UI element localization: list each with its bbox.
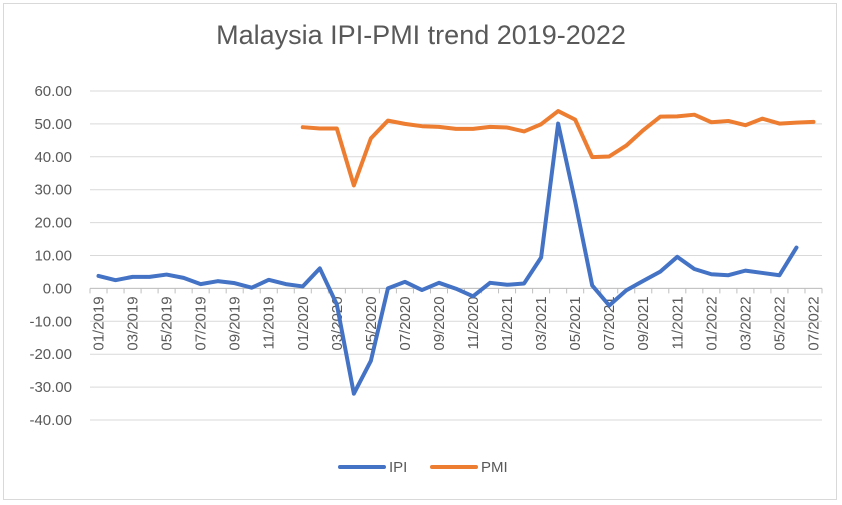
- x-tick-label: 07/2019: [193, 296, 210, 350]
- x-tick-label: 03/2022: [737, 296, 754, 350]
- x-tick-label: 03/2021: [533, 296, 550, 350]
- y-tick-label: -20.00: [29, 346, 72, 363]
- x-tick-label: 05/2022: [771, 296, 788, 350]
- x-tick-label: 01/2020: [295, 296, 312, 350]
- x-axis: 01/2019 03/2019 05/2019 07/2019 09/2019 11/20…: [89, 287, 823, 351]
- series-line-ipi: [96, 121, 799, 396]
- x-tick-label: 07/2022: [805, 296, 822, 350]
- x-tick-label: 11/2020: [465, 296, 482, 349]
- y-tick-label: 0.00: [43, 280, 72, 297]
- x-tick-label: 01/2022: [703, 296, 720, 350]
- legend: IPI PMI: [338, 459, 508, 476]
- y-tick-label: 50.00: [34, 116, 72, 133]
- legend-label-ipi: IPI: [389, 459, 407, 476]
- x-tick-label: 05/2019: [159, 296, 176, 350]
- y-tick-label: -10.00: [29, 313, 72, 330]
- x-tick-label: 01/2019: [91, 296, 108, 350]
- legend-label-pmi: PMI: [481, 459, 508, 476]
- y-tick-label: -30.00: [29, 379, 72, 396]
- x-tick-label: 09/2021: [635, 296, 652, 350]
- y-tick-label: -40.00: [29, 412, 72, 429]
- y-tick-label: 20.00: [34, 215, 72, 232]
- x-tick-label: 11/2019: [261, 296, 278, 349]
- y-tick-label: 40.00: [34, 149, 72, 166]
- x-tick-label: 11/2021: [669, 296, 686, 349]
- y-axis: 60.00 50.00 40.00 30.00 20.00 10.00 0.00 -10.00…: [29, 83, 72, 429]
- x-tick-label: 07/2021: [601, 296, 618, 350]
- y-tick-label: 60.00: [34, 83, 72, 100]
- x-tick-label: 05/2020: [363, 296, 380, 350]
- x-tick-label: 05/2021: [567, 296, 584, 350]
- x-tick-label: 07/2020: [397, 296, 414, 350]
- y-tick-label: 30.00: [34, 182, 72, 199]
- series-lines: [96, 109, 816, 396]
- gridlines: [90, 90, 822, 421]
- x-tick-label: 09/2020: [431, 296, 448, 350]
- y-tick-label: 10.00: [34, 248, 72, 265]
- x-tick-label: 01/2021: [499, 296, 516, 350]
- x-tick-label: 09/2019: [227, 296, 244, 350]
- chart-frame: [3, 3, 837, 500]
- x-tick-label: 03/2019: [125, 296, 142, 350]
- chart-title: Malaysia IPI-PMI trend 2019-2022: [216, 20, 626, 50]
- series-line-pmi: [300, 109, 816, 188]
